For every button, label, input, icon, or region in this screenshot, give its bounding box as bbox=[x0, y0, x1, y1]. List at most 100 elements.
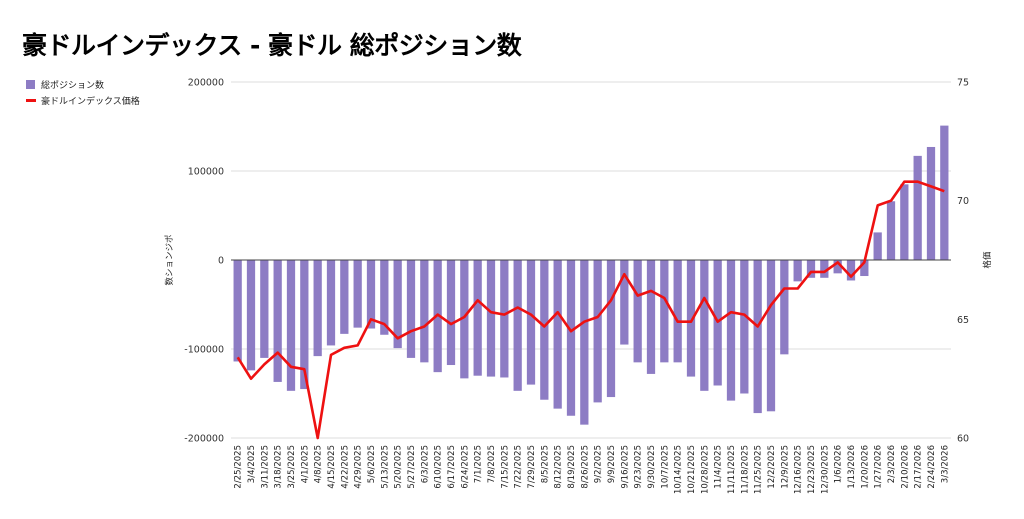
x-tick-label: 12/16/2025 bbox=[794, 445, 804, 494]
bar bbox=[340, 260, 349, 334]
bar bbox=[500, 260, 509, 378]
bar bbox=[246, 260, 256, 371]
x-tick-label: 4/15/2025 bbox=[327, 445, 337, 489]
bar bbox=[806, 260, 816, 278]
y-axis-label: 数ションジポ bbox=[164, 234, 175, 285]
x-tick-label: 7/1/2025 bbox=[474, 445, 484, 483]
x-tick-label: 10/7/2025 bbox=[660, 445, 670, 489]
x-tick-label: 8/19/2025 bbox=[567, 445, 577, 489]
legend-label-bars: 総ポジション数 bbox=[41, 80, 105, 91]
x-tick-label: 6/17/2025 bbox=[447, 445, 457, 489]
x-tick-label: 2/17/2026 bbox=[914, 445, 924, 489]
x-tick-label: 7/15/2025 bbox=[500, 445, 510, 489]
x-tick-label: 1/13/2026 bbox=[847, 445, 857, 489]
x-tick-label: 5/6/2025 bbox=[367, 445, 377, 483]
bar bbox=[660, 260, 669, 363]
y-tick-label: -100000 bbox=[184, 345, 224, 356]
bar bbox=[620, 260, 629, 345]
bar bbox=[273, 260, 282, 382]
x-tick-label: 11/4/2025 bbox=[714, 445, 724, 489]
bar bbox=[446, 260, 456, 366]
bar bbox=[566, 260, 576, 416]
x-tick-label: 2/3/2026 bbox=[887, 445, 897, 483]
x-tick-label: 8/26/2025 bbox=[580, 445, 590, 489]
y2-tick-label: 65 bbox=[957, 315, 969, 326]
bar bbox=[820, 260, 829, 278]
bar bbox=[353, 260, 362, 328]
x-tick-label: 4/29/2025 bbox=[354, 445, 364, 489]
bar bbox=[526, 260, 536, 385]
x-tick-label: 7/22/2025 bbox=[514, 445, 524, 489]
legend: 総ポジション数 豪ドルインデックス価格 bbox=[26, 76, 140, 108]
bar bbox=[740, 260, 749, 394]
x-tick-label: 7/8/2025 bbox=[487, 445, 497, 483]
bar bbox=[580, 260, 589, 425]
bar bbox=[886, 201, 896, 260]
x-tick-label: 8/12/2025 bbox=[554, 445, 564, 489]
bar bbox=[793, 260, 802, 282]
x-tick-label: 3/18/2025 bbox=[274, 445, 284, 489]
bar bbox=[900, 184, 909, 260]
x-tick-label: 12/2/2025 bbox=[767, 445, 777, 489]
x-tick-label: 5/13/2025 bbox=[380, 445, 390, 489]
bar bbox=[300, 260, 309, 390]
bar bbox=[753, 260, 762, 414]
x-tick-label: 11/18/2025 bbox=[740, 445, 750, 494]
bar bbox=[673, 260, 682, 363]
x-tick-label: 12/23/2025 bbox=[807, 445, 817, 494]
x-tick-label: 3/11/2025 bbox=[260, 445, 270, 489]
bar bbox=[473, 260, 482, 376]
bar bbox=[366, 260, 376, 329]
legend-item-line: 豪ドルインデックス価格 bbox=[26, 92, 140, 108]
x-tick-label: 11/25/2025 bbox=[754, 445, 764, 494]
x-tick-label: 6/3/2025 bbox=[420, 445, 430, 483]
bar bbox=[553, 260, 562, 409]
x-tick-label: 10/28/2025 bbox=[700, 445, 710, 494]
bar bbox=[686, 260, 696, 377]
x-tick-label: 10/14/2025 bbox=[674, 445, 684, 494]
x-tick-label: 11/11/2025 bbox=[727, 445, 737, 494]
y-tick-label: 100000 bbox=[188, 167, 224, 178]
bar bbox=[846, 260, 856, 281]
bar bbox=[873, 232, 882, 260]
bar bbox=[420, 260, 429, 363]
bar bbox=[780, 260, 789, 355]
bar bbox=[700, 260, 709, 391]
legend-swatch-bars bbox=[26, 79, 35, 89]
y-tick-label: 200000 bbox=[188, 78, 224, 89]
bar bbox=[393, 260, 402, 349]
x-tick-label: 2/25/2025 bbox=[234, 445, 244, 489]
x-tick-label: 3/3/2026 bbox=[940, 445, 950, 483]
x-tick-label: 3/25/2025 bbox=[287, 445, 297, 489]
bar bbox=[833, 260, 842, 274]
legend-item-bars: 総ポジション数 bbox=[26, 76, 140, 92]
x-tick-label: 4/22/2025 bbox=[340, 445, 350, 489]
bar bbox=[233, 260, 242, 362]
bar bbox=[406, 260, 416, 358]
y-tick-label: 0 bbox=[218, 256, 224, 267]
x-tick-label: 8/5/2025 bbox=[540, 445, 550, 483]
bar bbox=[326, 260, 336, 346]
bar bbox=[606, 260, 616, 398]
x-tick-label: 1/27/2026 bbox=[874, 445, 884, 489]
bar bbox=[633, 260, 642, 363]
y-tick-label: -200000 bbox=[184, 434, 224, 445]
chart-title: 豪ドルインデックス - 豪ドル 総ポジション数 bbox=[22, 31, 522, 60]
x-tick-label: 6/10/2025 bbox=[434, 445, 444, 489]
bar bbox=[260, 260, 269, 358]
x-tick-label: 12/9/2025 bbox=[780, 445, 790, 489]
x-tick-label: 2/24/2026 bbox=[927, 445, 937, 489]
bar bbox=[380, 260, 389, 335]
bar bbox=[646, 260, 656, 374]
x-tick-label: 9/9/2025 bbox=[607, 445, 617, 483]
y2-axis-label: 格価 bbox=[982, 251, 993, 269]
x-tick-label: 10/21/2025 bbox=[687, 445, 697, 494]
x-tick-label: 3/4/2025 bbox=[247, 445, 257, 483]
y2-tick-label: 75 bbox=[957, 78, 969, 89]
x-tick-label: 9/16/2025 bbox=[620, 445, 630, 489]
bar bbox=[593, 260, 602, 403]
x-tick-label: 5/20/2025 bbox=[394, 445, 404, 489]
bar bbox=[286, 260, 296, 391]
bar bbox=[313, 260, 322, 357]
